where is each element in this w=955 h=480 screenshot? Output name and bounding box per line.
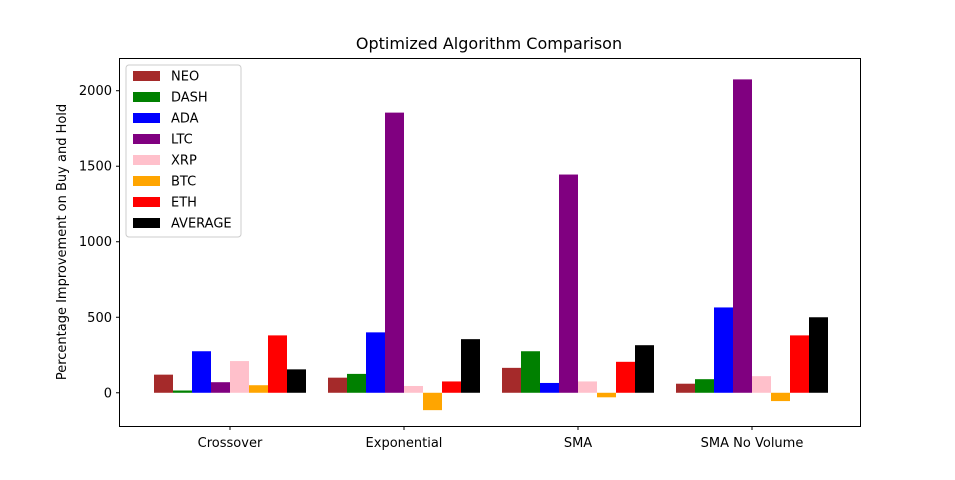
bar-xrp-crossover <box>230 361 249 393</box>
y-axis-ticks: 0 500 1000 1500 2000 <box>79 84 120 401</box>
bar-ltc-exponential <box>385 112 404 393</box>
bar-dash-exponential <box>347 373 366 393</box>
legend-swatch-neo <box>133 71 160 81</box>
bar-ltc-sma-no-volume <box>733 79 752 393</box>
legend-label-ada: ADA <box>171 112 199 127</box>
x-tick-label: SMA No Volume <box>701 436 804 451</box>
bar-average-exponential <box>461 339 480 393</box>
bar-eth-crossover <box>268 335 287 393</box>
legend-swatch-btc <box>133 176 160 186</box>
bar-ada-exponential <box>366 332 385 393</box>
bar-btc-sma <box>597 392 616 398</box>
x-tick-label: SMA <box>564 436 592 451</box>
legend-label-dash: DASH <box>171 91 208 106</box>
bars-group <box>154 79 828 411</box>
bar-neo-sma-no-volume <box>676 383 695 393</box>
legend-label-average: AVERAGE <box>171 217 232 232</box>
legend-box <box>125 64 242 238</box>
bar-ltc-sma <box>559 174 578 393</box>
bar-neo-crossover <box>154 374 173 393</box>
legend-swatch-ltc <box>133 134 160 144</box>
legend-label-ltc: LTC <box>171 133 193 148</box>
bar-ada-sma <box>540 382 559 393</box>
legend-label-xrp: XRP <box>171 154 197 169</box>
bar-average-crossover <box>287 369 306 393</box>
x-tick-label: Exponential <box>366 436 443 451</box>
bar-btc-crossover <box>249 385 268 393</box>
bar-xrp-exponential <box>404 385 423 393</box>
x-tick-label: Crossover <box>198 436 263 451</box>
bar-eth-sma-no-volume <box>790 335 809 393</box>
bar-eth-exponential <box>442 381 461 393</box>
bar-ada-sma-no-volume <box>714 307 733 393</box>
bar-dash-crossover <box>173 390 192 393</box>
bar-dash-sma-no-volume <box>695 379 714 393</box>
legend-swatch-xrp <box>133 155 160 165</box>
bar-eth-sma <box>616 361 635 393</box>
bar-ltc-crossover <box>211 382 230 393</box>
bar-xrp-sma-no-volume <box>752 376 771 393</box>
y-tick-label: 2000 <box>79 84 112 99</box>
legend: NEO DASH ADA LTC XRP BTC ETH AVERAGE <box>125 64 242 238</box>
legend-swatch-eth <box>133 197 160 207</box>
legend-label-eth: ETH <box>171 196 197 211</box>
y-tick-label: 1000 <box>79 235 112 250</box>
y-tick-label: 1500 <box>79 160 112 175</box>
x-axis-ticks: Crossover Exponential SMA SMA No Volume <box>198 426 804 451</box>
legend-swatch-ada <box>133 113 160 123</box>
bar-neo-sma <box>502 367 521 393</box>
legend-label-btc: BTC <box>171 175 196 190</box>
bar-average-sma-no-volume <box>809 317 828 393</box>
plot-area-frame <box>119 58 861 427</box>
bar-btc-exponential <box>423 392 442 411</box>
legend-swatch-average <box>133 218 160 228</box>
bar-average-sma <box>635 345 654 393</box>
bar-neo-exponential <box>328 377 347 393</box>
legend-label-neo: NEO <box>171 70 199 85</box>
bar-ada-crossover <box>192 351 211 393</box>
y-axis-label: Percentage Improvement on Buy and Hold <box>55 104 70 380</box>
bar-xrp-sma <box>578 381 597 393</box>
legend-swatch-dash <box>133 92 160 102</box>
bar-btc-sma-no-volume <box>771 392 790 402</box>
y-tick-label: 0 <box>104 386 112 401</box>
bar-dash-sma <box>521 351 540 393</box>
y-tick-label: 500 <box>87 311 112 326</box>
chart-title: Optimized Algorithm Comparison <box>356 34 622 53</box>
